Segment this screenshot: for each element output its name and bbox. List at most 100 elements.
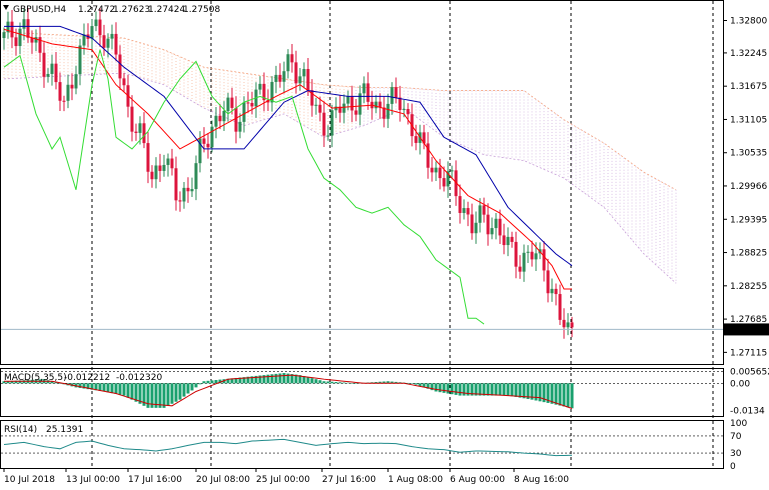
macd-axis-label: 0.00 xyxy=(730,379,750,389)
macd-histogram-bar xyxy=(82,383,86,389)
candle xyxy=(430,156,434,182)
macd-histogram-bar xyxy=(130,383,134,400)
macd-histogram-bar xyxy=(530,383,534,400)
candle-body xyxy=(510,236,514,242)
candle xyxy=(406,103,410,125)
price-axis-label: 1.28255 xyxy=(730,282,767,292)
candle-body xyxy=(562,319,566,328)
candle-body xyxy=(186,187,190,192)
candle-body xyxy=(258,83,262,90)
candle xyxy=(326,125,330,141)
candle xyxy=(146,132,150,184)
macd-histogram-bar xyxy=(22,380,26,384)
candle-body xyxy=(210,126,214,148)
candle xyxy=(530,240,534,267)
candle xyxy=(322,101,326,147)
macd-histogram-bar xyxy=(554,383,558,405)
candle-body xyxy=(54,63,58,83)
macd-histogram-bar xyxy=(330,381,334,384)
macd-histogram-bar xyxy=(410,383,414,384)
macd-histogram-bar xyxy=(514,383,518,397)
macd-histogram-bar xyxy=(198,383,202,385)
candle-body xyxy=(30,37,34,43)
macd-histogram-bar xyxy=(430,383,434,391)
macd-axis-label: 0.005652 xyxy=(730,368,769,378)
candle-body xyxy=(406,108,410,115)
candle-body xyxy=(262,83,266,101)
candle-body xyxy=(34,37,38,43)
candle xyxy=(314,97,318,115)
candle-body xyxy=(218,115,222,122)
macd-histogram-bar xyxy=(322,381,326,384)
candle xyxy=(230,87,234,115)
macd-histogram-bar xyxy=(142,383,146,406)
macd-histogram-bar xyxy=(58,383,62,384)
candle xyxy=(490,217,494,240)
candle xyxy=(526,245,530,264)
candle-body xyxy=(386,103,390,119)
macd-histogram-bar xyxy=(46,380,50,384)
macd-histogram-bar xyxy=(214,380,218,384)
candle-body xyxy=(142,123,146,144)
candle xyxy=(278,63,282,88)
candle xyxy=(222,101,226,131)
candle-body xyxy=(310,90,314,106)
candle xyxy=(218,104,222,130)
macd-histogram-bar xyxy=(290,374,294,384)
candle xyxy=(434,161,438,181)
macd-histogram-bar xyxy=(146,383,150,408)
candle xyxy=(318,96,322,122)
macd-histogram-bar xyxy=(174,383,178,402)
macd-histogram-bar xyxy=(558,383,562,406)
candle xyxy=(510,231,514,248)
macd-histogram-bar xyxy=(386,381,390,384)
candle-body xyxy=(134,131,138,133)
candle-body xyxy=(178,200,182,202)
macd-histogram-bar xyxy=(466,383,470,396)
candle xyxy=(478,198,482,233)
candle-body xyxy=(570,322,574,328)
macd-histogram-bar xyxy=(166,383,170,406)
candle xyxy=(522,244,526,282)
candle-body xyxy=(322,112,326,136)
price-axis-label: 1.32245 xyxy=(730,49,767,59)
candle xyxy=(378,93,382,119)
candle xyxy=(414,124,418,151)
candle xyxy=(466,201,470,227)
candle xyxy=(62,95,66,112)
candle xyxy=(238,113,242,139)
macd-histogram-bar xyxy=(50,381,54,384)
current-price-label: 1.27508 xyxy=(729,325,766,335)
close-value: 1.27508 xyxy=(183,5,220,15)
candle-body xyxy=(298,76,302,84)
candle-body xyxy=(90,26,94,39)
collapse-arrow-icon[interactable] xyxy=(3,5,9,10)
candle xyxy=(342,94,346,124)
macd-axis-label: -0.0134 xyxy=(730,407,765,417)
candle-body xyxy=(174,168,178,201)
candle xyxy=(498,209,502,244)
macd-histogram-bar xyxy=(242,377,246,384)
macd-title: MACD(5,35,5) xyxy=(4,373,67,383)
candle xyxy=(182,181,186,209)
candle-body xyxy=(466,208,470,215)
candle-body xyxy=(346,96,350,104)
macd-histogram-bar xyxy=(114,383,118,394)
candle-body xyxy=(98,19,102,36)
candle-body xyxy=(378,101,382,108)
candle xyxy=(386,93,390,129)
time-axis-label: 25 Jul 00:00 xyxy=(256,475,310,485)
time-axis-label: 6 Aug 00:00 xyxy=(450,475,505,485)
candle xyxy=(362,76,366,104)
macd-histogram-bar xyxy=(382,381,386,384)
candle-body xyxy=(22,19,26,29)
low-value: 1.27424 xyxy=(148,5,185,15)
macd-histogram-bar xyxy=(94,383,98,391)
macd-histogram-bar xyxy=(278,373,282,384)
candle xyxy=(450,165,454,180)
candle-body xyxy=(46,73,50,77)
rsi-axis-label: 0 xyxy=(730,462,736,472)
candle-body xyxy=(542,249,546,271)
